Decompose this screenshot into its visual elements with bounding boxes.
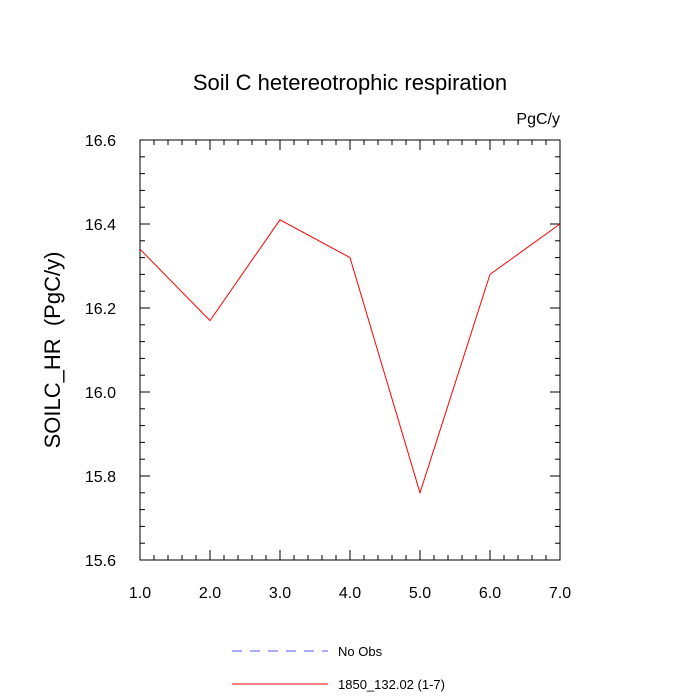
x-tick-labels: 1.0 2.0 3.0 4.0 5.0 6.0 7.0 bbox=[129, 585, 571, 602]
x-tick-label: 6.0 bbox=[479, 585, 501, 602]
x-tick-label: 3.0 bbox=[269, 585, 291, 602]
legend-label: 1850_132.02 (1-7) bbox=[338, 677, 445, 692]
plot-frame bbox=[139, 139, 561, 561]
x-tick-label: 5.0 bbox=[409, 585, 431, 602]
y-tick-label: 16.2 bbox=[85, 301, 116, 318]
legend-label: No Obs bbox=[338, 644, 383, 659]
legend: No Obs 1850_132.02 (1-7) bbox=[232, 644, 445, 692]
axis-ticks bbox=[139, 139, 561, 561]
x-tick-label: 1.0 bbox=[129, 585, 151, 602]
series-line bbox=[139, 219, 561, 495]
y-tick-label: 15.8 bbox=[85, 469, 116, 486]
y-tick-label: 16.4 bbox=[85, 217, 116, 234]
x-tick-label: 7.0 bbox=[549, 585, 571, 602]
y-tick-labels: 15.6 15.8 16.0 16.2 16.4 16.6 bbox=[85, 133, 116, 570]
y-tick-label: 16.6 bbox=[85, 133, 116, 150]
y-axis-label: SOILC_HR (PgC/y) bbox=[40, 252, 65, 449]
y-tick-label: 16.0 bbox=[85, 385, 116, 402]
series-layer bbox=[139, 219, 561, 495]
chart-title: Soil C hetereotrophic respiration bbox=[193, 70, 507, 95]
y-tick-label: 15.6 bbox=[85, 553, 116, 570]
x-tick-label: 2.0 bbox=[199, 585, 221, 602]
x-tick-label: 4.0 bbox=[339, 585, 361, 602]
units-label: PgC/y bbox=[516, 111, 560, 128]
